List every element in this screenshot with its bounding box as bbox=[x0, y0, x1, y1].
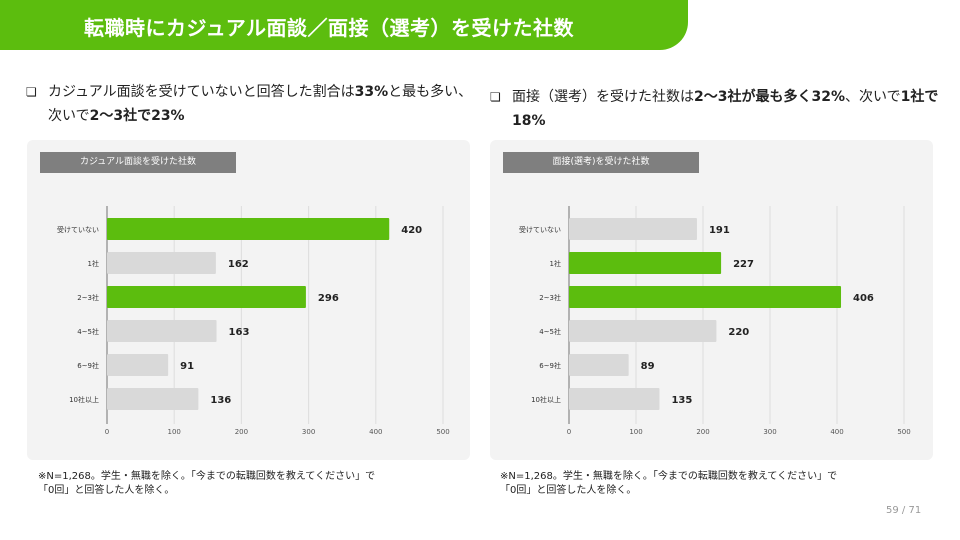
bar bbox=[569, 286, 842, 308]
bar bbox=[569, 252, 722, 274]
y-category-label: 6~9社 bbox=[539, 361, 561, 370]
chart-panel-interview: 面接(選考)を受けた社数 0 100 200 300 400 500 受けていない 191 1社… bbox=[490, 140, 933, 460]
bar bbox=[569, 388, 660, 410]
x-tick-label: 300 bbox=[302, 428, 315, 436]
bar bbox=[107, 218, 390, 240]
y-category-label: 1社 bbox=[88, 259, 99, 268]
y-category-label: 1社 bbox=[550, 259, 561, 268]
bar bbox=[107, 286, 306, 308]
bar bbox=[569, 218, 697, 240]
data-label: 89 bbox=[641, 361, 655, 372]
footnote-right: ※N=1,268。学生・無職を除く。「今までの転職回数を教えてください」で 「0… bbox=[500, 470, 837, 498]
x-tick-label: 500 bbox=[897, 428, 910, 436]
summary-text: カジュアル面談を受けていないと回答した割合は33%と最も多い、次いで2〜3社で2… bbox=[26, 80, 476, 128]
page-separator: / bbox=[901, 505, 906, 516]
x-tick-label: 100 bbox=[168, 428, 181, 436]
summary-bullet-left: ❏ カジュアル面談を受けていないと回答した割合は33%と最も多い、次いで2〜3社… bbox=[26, 80, 476, 128]
data-label: 136 bbox=[210, 395, 231, 406]
data-label: 91 bbox=[180, 361, 194, 372]
bar bbox=[107, 388, 199, 410]
footnote-left: ※N=1,268。学生・無職を除く。「今までの転職回数を教えてください」で 「0… bbox=[38, 470, 375, 498]
y-category-label: 10社以上 bbox=[531, 395, 561, 404]
chart-title: 面接(選考)を受けた社数 bbox=[503, 152, 699, 173]
footnote-line: ※N=1,268。学生・無職を除く。「今までの転職回数を教えてください」で bbox=[38, 471, 376, 482]
summary-segment: 2〜3社で23% bbox=[89, 108, 185, 124]
y-category-label: 4~5社 bbox=[77, 327, 99, 336]
summary-segment: 33% bbox=[354, 84, 389, 100]
footnote-line: ※N=1,268。学生・無職を除く。「今までの転職回数を教えてください」で bbox=[500, 471, 838, 482]
x-tick-label: 0 bbox=[105, 428, 109, 436]
y-category-label: 受けていない bbox=[57, 225, 99, 234]
checkbox-bullet-icon: ❏ bbox=[26, 85, 37, 99]
footnote-line: 「0回」と回答した人を除く。 bbox=[500, 485, 637, 496]
summary-text: 面接（選考）を受けた社数は2〜3社が最も多く32%、次いで1社で18% bbox=[490, 85, 940, 133]
y-category-label: 6~9社 bbox=[77, 361, 99, 370]
data-label: 163 bbox=[229, 327, 250, 338]
checkbox-bullet-icon: ❏ bbox=[490, 90, 501, 104]
x-tick-label: 200 bbox=[696, 428, 709, 436]
summary-segment: 1社で18% bbox=[512, 89, 939, 129]
y-category-label: 10社以上 bbox=[69, 395, 99, 404]
data-label: 135 bbox=[671, 395, 692, 406]
bar bbox=[569, 354, 629, 376]
bar bbox=[107, 320, 217, 342]
summary-segment: 面接（選考）を受けた社数は bbox=[512, 89, 694, 105]
summary-segment: と最も多い、次いで bbox=[48, 84, 473, 124]
chart-panel-casual-interview: カジュアル面談を受けた社数 0 100 200 300 400 500 受けていない 420 1… bbox=[27, 140, 470, 460]
chart-title: カジュアル面談を受けた社数 bbox=[40, 152, 236, 173]
x-tick-label: 200 bbox=[235, 428, 248, 436]
bar bbox=[107, 252, 216, 274]
data-label: 162 bbox=[228, 259, 249, 270]
summary-segment: 、次いで bbox=[845, 89, 901, 105]
y-category-label: 4~5社 bbox=[539, 327, 561, 336]
x-tick-label: 100 bbox=[629, 428, 642, 436]
summary-segment: 2〜3社が最も多く32% bbox=[694, 89, 845, 105]
footnote-line: 「0回」と回答した人を除く。 bbox=[38, 485, 175, 496]
header-banner: 転職時にカジュアル面談／面接（選考）を受けた社数 bbox=[0, 0, 688, 50]
x-tick-label: 500 bbox=[436, 428, 449, 436]
x-tick-label: 400 bbox=[369, 428, 382, 436]
x-tick-label: 300 bbox=[763, 428, 776, 436]
page-title: 転職時にカジュアル面談／面接（選考）を受けた社数 bbox=[84, 16, 574, 40]
data-label: 220 bbox=[728, 327, 749, 338]
page-total: 71 bbox=[908, 505, 922, 516]
bar bbox=[569, 320, 717, 342]
data-label: 191 bbox=[709, 225, 730, 236]
bar-chart: 0 100 200 300 400 500 受けていない 191 1社 227 2~3社 406 4~5… bbox=[519, 206, 911, 436]
summary-segment: カジュアル面談を受けていないと回答した割合は bbox=[48, 84, 355, 100]
bar-chart: 0 100 200 300 400 500 受けていない 420 1社 162 2~3社 296 4~5… bbox=[57, 206, 450, 436]
bar bbox=[107, 354, 169, 376]
page-current: 59 bbox=[886, 505, 899, 516]
x-tick-label: 0 bbox=[567, 428, 571, 436]
data-label: 420 bbox=[401, 225, 422, 236]
data-label: 406 bbox=[853, 293, 874, 304]
data-label: 227 bbox=[733, 259, 754, 270]
summary-bullet-right: ❏ 面接（選考）を受けた社数は2〜3社が最も多く32%、次いで1社で18% bbox=[490, 85, 940, 133]
data-label: 296 bbox=[318, 293, 339, 304]
y-category-label: 2~3社 bbox=[539, 293, 561, 302]
y-category-label: 2~3社 bbox=[77, 293, 99, 302]
x-tick-label: 400 bbox=[830, 428, 843, 436]
y-category-label: 受けていない bbox=[519, 225, 561, 234]
page-number: 59 / 71 bbox=[886, 505, 921, 516]
